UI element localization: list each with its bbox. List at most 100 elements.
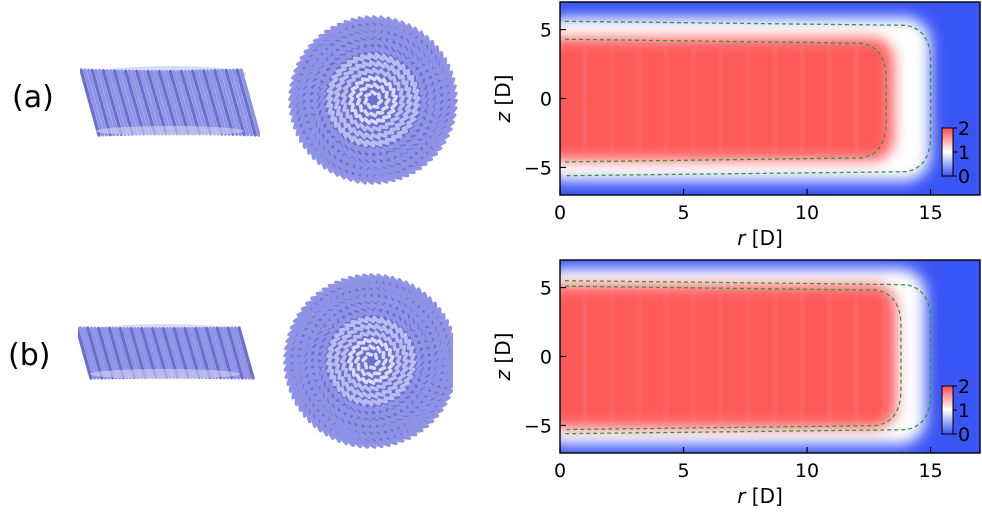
rod (376, 99, 384, 106)
rod (419, 370, 430, 381)
x-tick-label: 0 (554, 460, 566, 482)
rod (391, 283, 403, 296)
rod (336, 122, 343, 134)
rod (394, 42, 404, 54)
contour-line-outer (564, 280, 932, 435)
rod (369, 118, 379, 125)
rod (395, 69, 402, 80)
rod (442, 57, 448, 73)
rod (197, 326, 216, 380)
rod (305, 407, 312, 424)
rod (325, 355, 334, 366)
rod (104, 326, 122, 380)
rod (368, 22, 382, 32)
rod (350, 84, 360, 92)
rod (412, 81, 418, 94)
rod (365, 125, 375, 133)
rods-top-a (288, 15, 458, 185)
rod (337, 338, 348, 346)
rod (100, 326, 118, 380)
rod (438, 108, 450, 121)
rod (360, 77, 370, 82)
rod (296, 96, 305, 111)
rod (368, 392, 379, 399)
rod (387, 166, 403, 173)
rod (355, 438, 370, 449)
rod (400, 302, 409, 315)
rod (440, 330, 447, 346)
rod (341, 169, 353, 182)
rod (344, 291, 358, 298)
rod (436, 115, 449, 127)
colorbar-tick-label: 1 (958, 142, 970, 164)
rod (448, 84, 457, 100)
rod (353, 24, 369, 32)
rod (348, 305, 361, 311)
render-a-top-view (288, 15, 458, 185)
rod (429, 355, 438, 368)
rod (418, 76, 424, 89)
rod (172, 327, 190, 379)
rod (321, 39, 337, 45)
rod (406, 367, 416, 377)
rod (357, 424, 370, 435)
rod (394, 50, 403, 62)
rod (131, 69, 153, 136)
rod (105, 69, 127, 136)
rod (298, 70, 311, 82)
rod (370, 425, 384, 434)
rod (413, 118, 424, 127)
rod (363, 384, 372, 392)
rod (328, 382, 334, 395)
colorbar-tick-label: 1 (958, 400, 970, 422)
rod (442, 352, 452, 366)
rod (319, 79, 330, 89)
rod (419, 50, 426, 65)
rod (315, 69, 327, 79)
rod (352, 135, 361, 146)
rod (208, 326, 226, 380)
rod (428, 341, 435, 355)
rod (324, 150, 333, 165)
rod (120, 69, 142, 136)
rod (315, 387, 321, 401)
rod (370, 399, 381, 406)
rod (289, 74, 302, 87)
rod (309, 328, 321, 339)
rod (359, 104, 364, 113)
rod (353, 119, 360, 129)
rod (360, 31, 374, 39)
rod (82, 326, 100, 380)
rod (374, 412, 387, 419)
rod (394, 347, 400, 358)
rod (367, 175, 382, 185)
rod (78, 326, 93, 380)
rod (389, 392, 401, 398)
rod (447, 77, 456, 93)
rod (290, 356, 300, 370)
rod (314, 335, 326, 345)
rod (420, 89, 428, 102)
rod-cap (90, 369, 240, 379)
rod (433, 81, 441, 96)
rod (364, 419, 377, 428)
rod (176, 327, 194, 379)
rod (316, 374, 322, 387)
rod (298, 127, 304, 143)
rod (372, 287, 385, 298)
rod (291, 336, 303, 349)
rod (368, 365, 377, 371)
rod (378, 124, 389, 130)
rod (335, 381, 341, 393)
rod (172, 69, 194, 136)
render-a-side-view (80, 66, 260, 137)
rod (381, 53, 391, 64)
rod (375, 75, 383, 83)
rod (373, 37, 385, 47)
rod (389, 158, 404, 164)
rod (346, 34, 361, 41)
rod (310, 94, 319, 107)
rod (310, 88, 320, 100)
rod (381, 404, 394, 409)
rod (416, 111, 427, 121)
